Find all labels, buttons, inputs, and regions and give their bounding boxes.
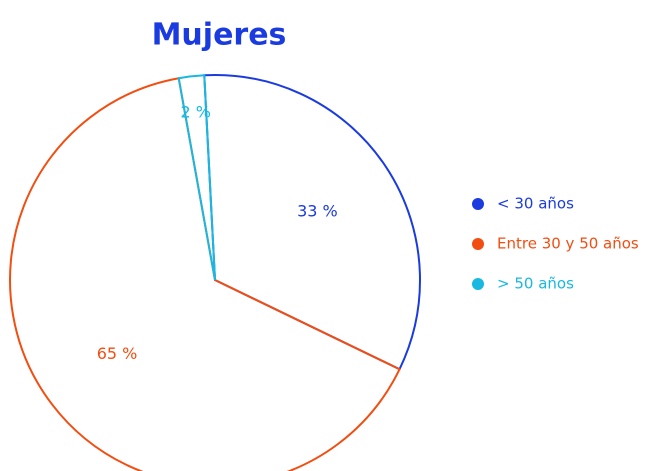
legend-label: > 50 años bbox=[497, 275, 574, 293]
slice-label: 65 % bbox=[97, 344, 138, 363]
legend-label: < 30 años bbox=[497, 195, 574, 213]
legend-marker bbox=[472, 198, 484, 210]
pie-slice bbox=[177, 74, 216, 281]
legend-label: Entre 30 y 50 años bbox=[497, 235, 639, 253]
slice-label: 2 % bbox=[180, 103, 210, 122]
pie-slice bbox=[9, 77, 401, 471]
pie-slice bbox=[203, 74, 421, 371]
legend-marker bbox=[472, 278, 484, 290]
chart-title: Mujeres bbox=[152, 18, 287, 53]
legend-marker bbox=[472, 238, 484, 250]
slice-label: 33 % bbox=[297, 201, 338, 220]
